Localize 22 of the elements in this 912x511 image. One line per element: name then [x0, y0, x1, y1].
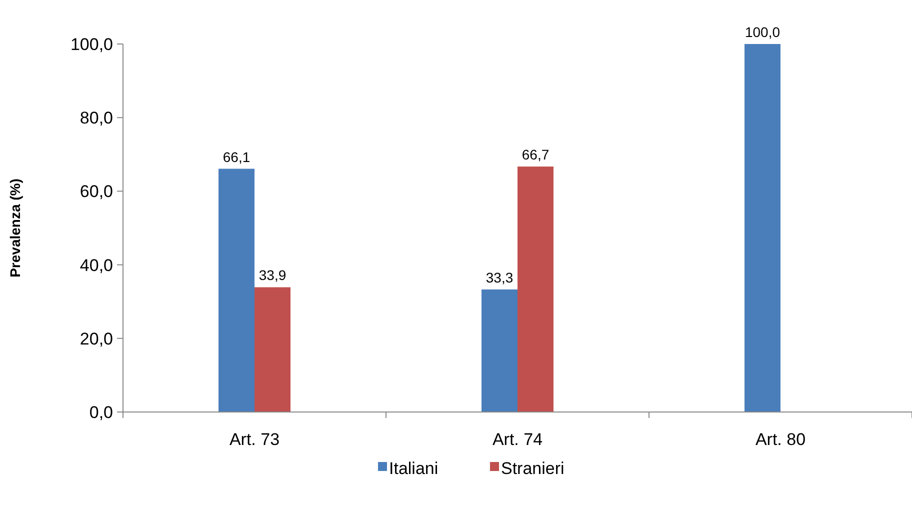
bar — [482, 289, 518, 412]
bar — [744, 44, 780, 412]
y-tick-label: 0,0 — [89, 402, 113, 422]
data-label: 33,3 — [486, 269, 514, 286]
y-tick-label: 20,0 — [80, 329, 113, 348]
data-label: 66,7 — [522, 146, 550, 163]
bar — [518, 166, 554, 412]
y-tick-label: 40,0 — [80, 256, 113, 275]
x-tick-label: Art. 80 — [755, 430, 806, 449]
data-label: 100,0 — [744, 24, 780, 40]
legend-label: Stranieri — [501, 458, 564, 478]
y-tick-label: 60,0 — [80, 182, 113, 202]
data-label: 33,9 — [258, 267, 286, 284]
x-tick-label: Art. 74 — [492, 430, 543, 449]
bar — [254, 287, 290, 412]
bar — [218, 168, 254, 412]
y-tick-label: 80,0 — [80, 108, 113, 128]
legend-label: Italiani — [389, 458, 438, 478]
data-label: 66,1 — [222, 148, 250, 165]
y-tick-label: 100,0 — [70, 34, 113, 54]
y-axis-title: Prevalenza (%) — [7, 178, 23, 278]
x-tick-label: Art. 73 — [229, 430, 280, 449]
